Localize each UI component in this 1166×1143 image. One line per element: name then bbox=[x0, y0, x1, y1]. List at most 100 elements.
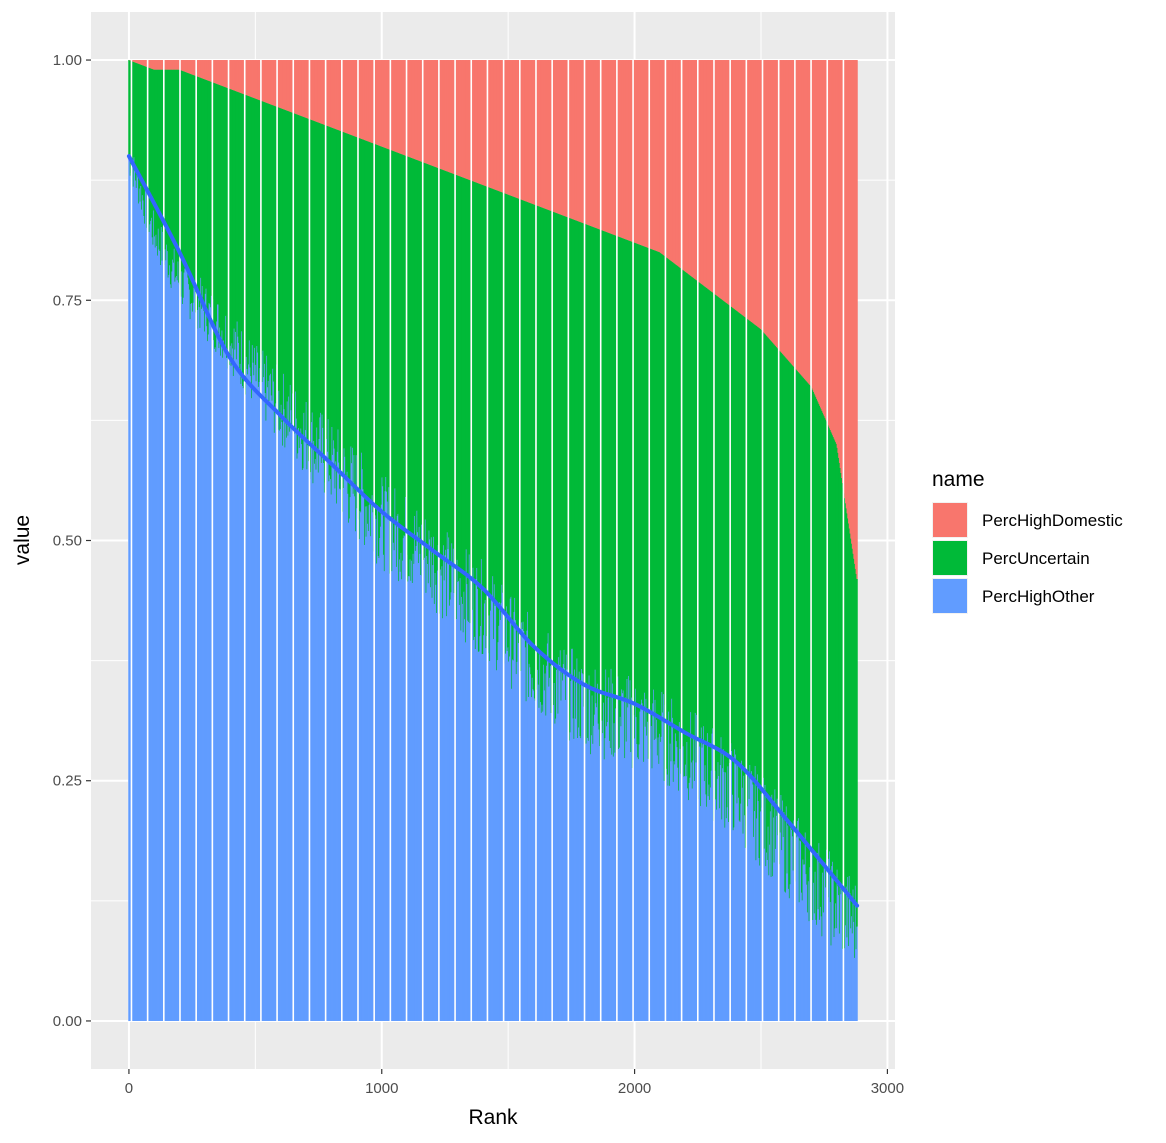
bar-segment-perchighdomestic bbox=[764, 60, 766, 335]
bar-segment-perchighdomestic bbox=[601, 60, 603, 231]
bar-segment-percuncertain bbox=[531, 203, 534, 678]
bar-segment-percuncertain bbox=[224, 87, 226, 347]
bar-segment-percuncertain bbox=[681, 269, 684, 734]
bar-segment-percuncertain bbox=[715, 294, 717, 800]
bar-segment-perchighother bbox=[808, 921, 810, 1021]
bar-segment-perchighdomestic bbox=[518, 60, 520, 199]
bar-segment-percuncertain bbox=[644, 246, 646, 693]
bar-segment-perchighother bbox=[575, 682, 578, 1021]
bar-segment-perchighdomestic bbox=[145, 60, 148, 67]
bar-segment-perchighother bbox=[718, 775, 720, 1021]
bar-segment-perchighdomestic bbox=[209, 60, 211, 82]
bar-segment-percuncertain bbox=[223, 86, 226, 350]
bar-segment-perchighother bbox=[166, 251, 169, 1021]
bar-segment-perchighother bbox=[237, 336, 239, 1021]
bar-segment-percuncertain bbox=[747, 319, 749, 807]
bar-segment-percuncertain bbox=[160, 69, 162, 266]
bar-segment-perchighdomestic bbox=[712, 60, 714, 293]
bar-segment-perchighdomestic bbox=[273, 60, 275, 106]
bar-segment-perchighdomestic bbox=[223, 60, 225, 87]
bar-segment-perchighother bbox=[700, 727, 703, 1021]
bar-segment-perchighdomestic bbox=[218, 60, 220, 85]
bar-segment-perchighother bbox=[439, 613, 441, 1021]
bar-segment-percuncertain bbox=[717, 296, 719, 763]
bar-segment-perchighdomestic bbox=[751, 60, 754, 323]
bar-segment-percuncertain bbox=[184, 71, 186, 269]
bar-segment-percuncertain bbox=[354, 136, 356, 497]
bar-segment-perchighother bbox=[791, 829, 793, 1021]
bar-segment-percuncertain bbox=[252, 97, 254, 363]
bar-segment-perchighother bbox=[460, 630, 462, 1021]
bar-segment-percuncertain bbox=[846, 513, 848, 938]
bar-segment-perchighdomestic bbox=[262, 60, 264, 102]
smooth-trend bbox=[126, 154, 860, 908]
bar-segment-perchighdomestic bbox=[666, 60, 669, 258]
bar-segment-perchighother bbox=[354, 496, 356, 1021]
bar-segment-perchighother bbox=[207, 334, 210, 1021]
bar-segment-percuncertain bbox=[518, 198, 520, 644]
bar-segment-perchighother bbox=[539, 652, 541, 1021]
bar-segment-perchighother bbox=[636, 744, 638, 1021]
bar-segment-percuncertain bbox=[813, 393, 816, 914]
bar-segment-perchighdomestic bbox=[672, 60, 674, 263]
bar-segment-perchighdomestic bbox=[748, 60, 751, 321]
bar-segment-perchighdomestic bbox=[229, 60, 232, 90]
bar-segment-perchighdomestic bbox=[545, 60, 547, 209]
bar-segment-percuncertain bbox=[566, 217, 569, 670]
bar-segment-perchighdomestic bbox=[618, 60, 621, 237]
bar-segment-perchighdomestic bbox=[511, 60, 513, 197]
bar-segment-percuncertain bbox=[137, 63, 139, 178]
bar-segment-perchighdomestic bbox=[149, 60, 151, 69]
bar-segment-perchighdomestic bbox=[755, 60, 757, 326]
bar-segment-perchighdomestic bbox=[637, 60, 640, 245]
bar-segment-perchighother bbox=[143, 215, 145, 1021]
bar-segment-perchighdomestic bbox=[414, 60, 416, 160]
bar-segment-perchighdomestic bbox=[226, 60, 229, 88]
bar-segment-percuncertain bbox=[672, 262, 675, 782]
bar-segment-percuncertain bbox=[132, 61, 134, 168]
bar-segment-perchighother bbox=[330, 494, 333, 1021]
bar-segment-perchighdomestic bbox=[651, 60, 653, 250]
bar-segment-perchighdomestic bbox=[620, 60, 622, 238]
bar-segment-perchighother bbox=[151, 217, 153, 1021]
bars bbox=[128, 60, 858, 1021]
bar-segment-perchighdomestic bbox=[248, 60, 251, 97]
bar-segment-perchighother bbox=[546, 643, 549, 1021]
bar-segment-perchighdomestic bbox=[424, 60, 427, 164]
bar-segment-percuncertain bbox=[661, 253, 663, 692]
bar-segment-percuncertain bbox=[710, 290, 712, 788]
bar-segment-percuncertain bbox=[436, 167, 438, 613]
bar-segment-percuncertain bbox=[455, 174, 458, 620]
bar-segment-percuncertain bbox=[398, 153, 400, 582]
bar-segment-perchighother bbox=[246, 368, 248, 1021]
bar-segment-perchighdomestic bbox=[318, 60, 320, 123]
bar-segment-perchighdomestic bbox=[797, 60, 799, 372]
bar-segment-perchighother bbox=[429, 539, 431, 1021]
bar-segment-perchighother bbox=[332, 454, 334, 1021]
bar-segment-percuncertain bbox=[321, 123, 324, 415]
bar-segment-percuncertain bbox=[687, 273, 689, 789]
bar-segment-perchighdomestic bbox=[579, 60, 581, 222]
bar-segment-perchighdomestic bbox=[382, 60, 384, 148]
bar-segment-perchighother bbox=[213, 340, 215, 1021]
bar-segment-percuncertain bbox=[719, 297, 721, 809]
bar-segment-perchighdomestic bbox=[367, 60, 370, 142]
bar-segment-perchighother bbox=[669, 785, 671, 1021]
bar-segment-perchighdomestic bbox=[639, 60, 641, 245]
bar-segment-perchighother bbox=[614, 752, 616, 1021]
bar-segment-perchighdomestic bbox=[444, 60, 446, 171]
bar-segment-perchighdomestic bbox=[543, 60, 546, 209]
bar-segment-perchighdomestic bbox=[337, 60, 339, 130]
y-tick-label: 0.00 bbox=[53, 1013, 82, 1030]
bar-segment-percuncertain bbox=[820, 409, 823, 917]
bar-segment-perchighdomestic bbox=[813, 60, 815, 392]
bar-segment-perchighother bbox=[177, 261, 179, 1021]
bar-segment-perchighdomestic bbox=[304, 60, 306, 118]
bar-segment-percuncertain bbox=[776, 347, 779, 799]
bar-segment-percuncertain bbox=[157, 69, 160, 229]
bar-segment-perchighdomestic bbox=[361, 60, 364, 140]
bar-segment-perchighother bbox=[738, 797, 740, 1021]
bar-segment-percuncertain bbox=[587, 225, 590, 741]
bar-segment-percuncertain bbox=[333, 128, 335, 441]
bar-segment-perchighother bbox=[716, 778, 719, 1021]
